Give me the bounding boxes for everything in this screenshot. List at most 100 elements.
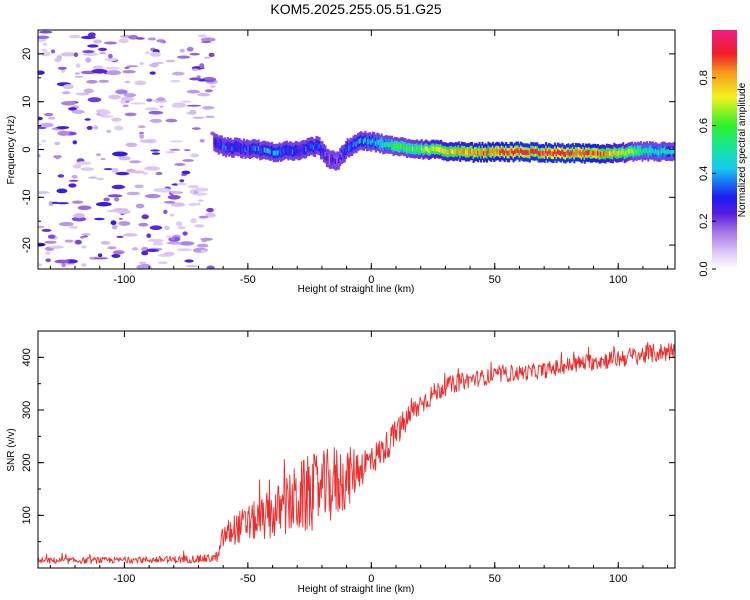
ridge-core bbox=[400, 144, 403, 149]
ridge-core bbox=[521, 149, 524, 155]
noise-speckle bbox=[75, 92, 90, 96]
noise-speckle bbox=[55, 155, 60, 160]
ridge-core bbox=[235, 144, 238, 149]
ridge-core bbox=[308, 144, 311, 150]
ridge-core bbox=[610, 151, 613, 157]
ridge-core bbox=[552, 151, 555, 157]
x-tick-label: 0 bbox=[368, 573, 374, 585]
ridge-core bbox=[557, 149, 560, 155]
noise-speckle bbox=[112, 151, 128, 157]
noise-speckle bbox=[63, 84, 74, 90]
ridge-core bbox=[663, 148, 666, 154]
noise-speckle bbox=[93, 125, 99, 130]
ridge-core bbox=[376, 139, 379, 145]
ridge-core bbox=[441, 148, 444, 154]
noise-speckle bbox=[38, 191, 50, 194]
y-tick-label: -20 bbox=[21, 237, 33, 253]
noise-speckle bbox=[40, 48, 48, 52]
ridge-core bbox=[577, 149, 580, 155]
noise-speckle bbox=[145, 265, 152, 269]
noise-speckle bbox=[87, 44, 99, 48]
noise-speckle bbox=[166, 241, 183, 245]
y-tick-label: 300 bbox=[21, 401, 33, 419]
noise-speckle bbox=[190, 189, 194, 195]
ridge-core bbox=[327, 155, 330, 161]
ridge-core bbox=[413, 147, 416, 152]
ridge-core bbox=[454, 148, 457, 154]
noise-speckle bbox=[148, 110, 164, 115]
ridge-core bbox=[229, 144, 232, 150]
x-tick-label: 50 bbox=[489, 274, 501, 286]
noise-speckle bbox=[142, 172, 148, 175]
ridge-core bbox=[226, 143, 229, 149]
ridge-core bbox=[666, 149, 669, 155]
ridge-core bbox=[291, 149, 294, 155]
noise-speckle bbox=[61, 91, 71, 95]
ridge-core bbox=[423, 147, 426, 152]
noise-speckle bbox=[152, 241, 164, 246]
ridge-core bbox=[225, 145, 228, 151]
noise-speckle bbox=[88, 32, 96, 37]
ridge-core bbox=[394, 143, 397, 149]
ridge-core bbox=[512, 150, 515, 156]
ridge-core bbox=[257, 146, 260, 151]
ridge-core bbox=[617, 150, 620, 156]
ridge-core bbox=[491, 148, 494, 154]
ridge-core bbox=[574, 149, 577, 155]
ridge-core bbox=[383, 142, 386, 148]
ridge-core bbox=[425, 146, 428, 151]
ridge-core bbox=[293, 149, 296, 154]
noise-speckle bbox=[149, 71, 156, 75]
noise-speckle bbox=[56, 202, 69, 205]
snr-ylabel: SNR (v/v) bbox=[6, 428, 17, 471]
figure-title: KOM5.2025.255.05.51.G25 bbox=[270, 1, 441, 17]
noise-speckle bbox=[179, 241, 195, 246]
noise-speckle bbox=[141, 250, 149, 256]
ridge-core bbox=[622, 148, 625, 154]
noise-speckle bbox=[200, 249, 207, 253]
noise-speckle bbox=[201, 238, 208, 243]
noise-speckle bbox=[174, 163, 186, 166]
ridge-core bbox=[647, 150, 650, 155]
ridge-core bbox=[303, 147, 306, 152]
noise-speckle bbox=[206, 207, 214, 213]
noise-speckle bbox=[81, 245, 87, 249]
ridge-core bbox=[589, 151, 592, 156]
noise-speckle bbox=[83, 88, 95, 94]
noise-speckle bbox=[49, 245, 64, 249]
noise-speckle bbox=[196, 243, 209, 248]
noise-speckle bbox=[186, 265, 199, 268]
ridge-core bbox=[216, 140, 219, 146]
ridge-core bbox=[448, 149, 451, 154]
ridge-core bbox=[479, 151, 482, 156]
noise-speckle bbox=[159, 105, 164, 108]
noise-speckle bbox=[122, 233, 138, 237]
noise-speckle bbox=[47, 116, 56, 120]
ridge-core bbox=[385, 141, 388, 147]
noise-speckle bbox=[160, 40, 167, 44]
x-tick-label: -100 bbox=[113, 573, 135, 585]
ridge-core bbox=[490, 150, 493, 156]
ridge-core bbox=[565, 150, 568, 156]
noise-speckle bbox=[54, 259, 70, 264]
noise-speckle bbox=[125, 142, 138, 147]
noise-speckle bbox=[194, 224, 205, 228]
ridge-core bbox=[592, 150, 595, 156]
y-tick-label: 400 bbox=[21, 348, 33, 366]
noise-speckle bbox=[209, 85, 216, 88]
ridge-core bbox=[500, 148, 503, 154]
ridge-core bbox=[260, 148, 263, 153]
noise-speckle bbox=[137, 125, 146, 129]
ridge-core bbox=[294, 147, 297, 153]
ridge-core bbox=[517, 148, 520, 153]
noise-speckle bbox=[108, 53, 113, 59]
ridge-core bbox=[445, 149, 448, 155]
spectrogram-ylabel: Frequency (Hz) bbox=[6, 116, 17, 185]
noise-speckle bbox=[40, 51, 52, 57]
ridge-core bbox=[657, 150, 660, 156]
noise-speckle bbox=[71, 109, 85, 114]
noise-speckle bbox=[45, 258, 52, 263]
noise-speckle bbox=[88, 176, 98, 179]
ridge-core bbox=[282, 148, 285, 154]
